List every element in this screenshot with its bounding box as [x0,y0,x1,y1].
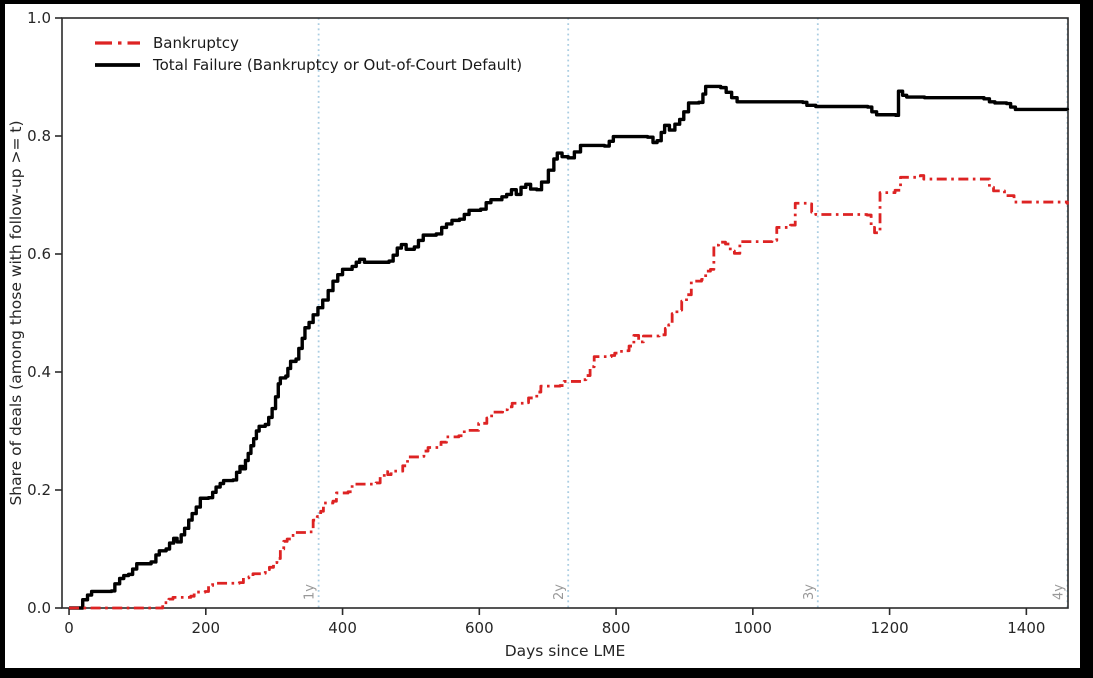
x-tick-label: 800 [602,619,631,637]
legend-label: Total Failure (Bankruptcy or Out-of-Cour… [152,56,522,74]
y-tick-label: 0.4 [27,363,51,381]
year-line-label: 2y [552,584,567,600]
y-tick-label: 0.8 [27,127,51,145]
x-tick-label: 600 [465,619,494,637]
series-total-failure-bankruptcy-or-out-of-court-default [69,84,1070,610]
x-tick-label: 0 [64,619,74,637]
y-tick-label: 1.0 [27,9,51,27]
y-tick-label: 0.0 [27,599,51,617]
x-tick-label: 1000 [734,619,772,637]
x-axis-label: Days since LME [505,642,626,660]
year-line-label: 1y [303,584,318,600]
legend-label: Bankruptcy [153,34,239,52]
y-tick-label: 0.6 [27,245,51,263]
chart-panel: 1y 2y 3y 4y 0 200 400 600 800 1000 1200 1400 0.0 0.2 0… [5,4,1080,668]
y-axis-label: Share of deals (among those with follow-… [7,120,25,505]
x-tick-label: 1400 [1007,619,1045,637]
y-tick-label: 0.2 [27,481,51,499]
survival-curve-chart: 1y 2y 3y 4y0 200 400 600 800 1000 1200 14000.00.20… [7,9,1070,660]
year-line-label: 3y [802,584,817,600]
plot-frame [61,17,1069,609]
x-tick-label: 1200 [871,619,909,637]
legend: Bankruptcy Total Failure (Bankruptcy or O… [95,34,522,74]
year-line-label: 4y [1051,584,1066,600]
x-tick-label: 200 [191,619,220,637]
series-bankruptcy [69,174,1069,610]
year-reference-lines: 1y 2y 3y 4y [303,18,1069,608]
x-tick-label: 400 [328,619,357,637]
axes: 0 200 400 600 800 1000 1200 1400 0.0 0.2 0.4 0.6 0.8… [7,9,1069,660]
